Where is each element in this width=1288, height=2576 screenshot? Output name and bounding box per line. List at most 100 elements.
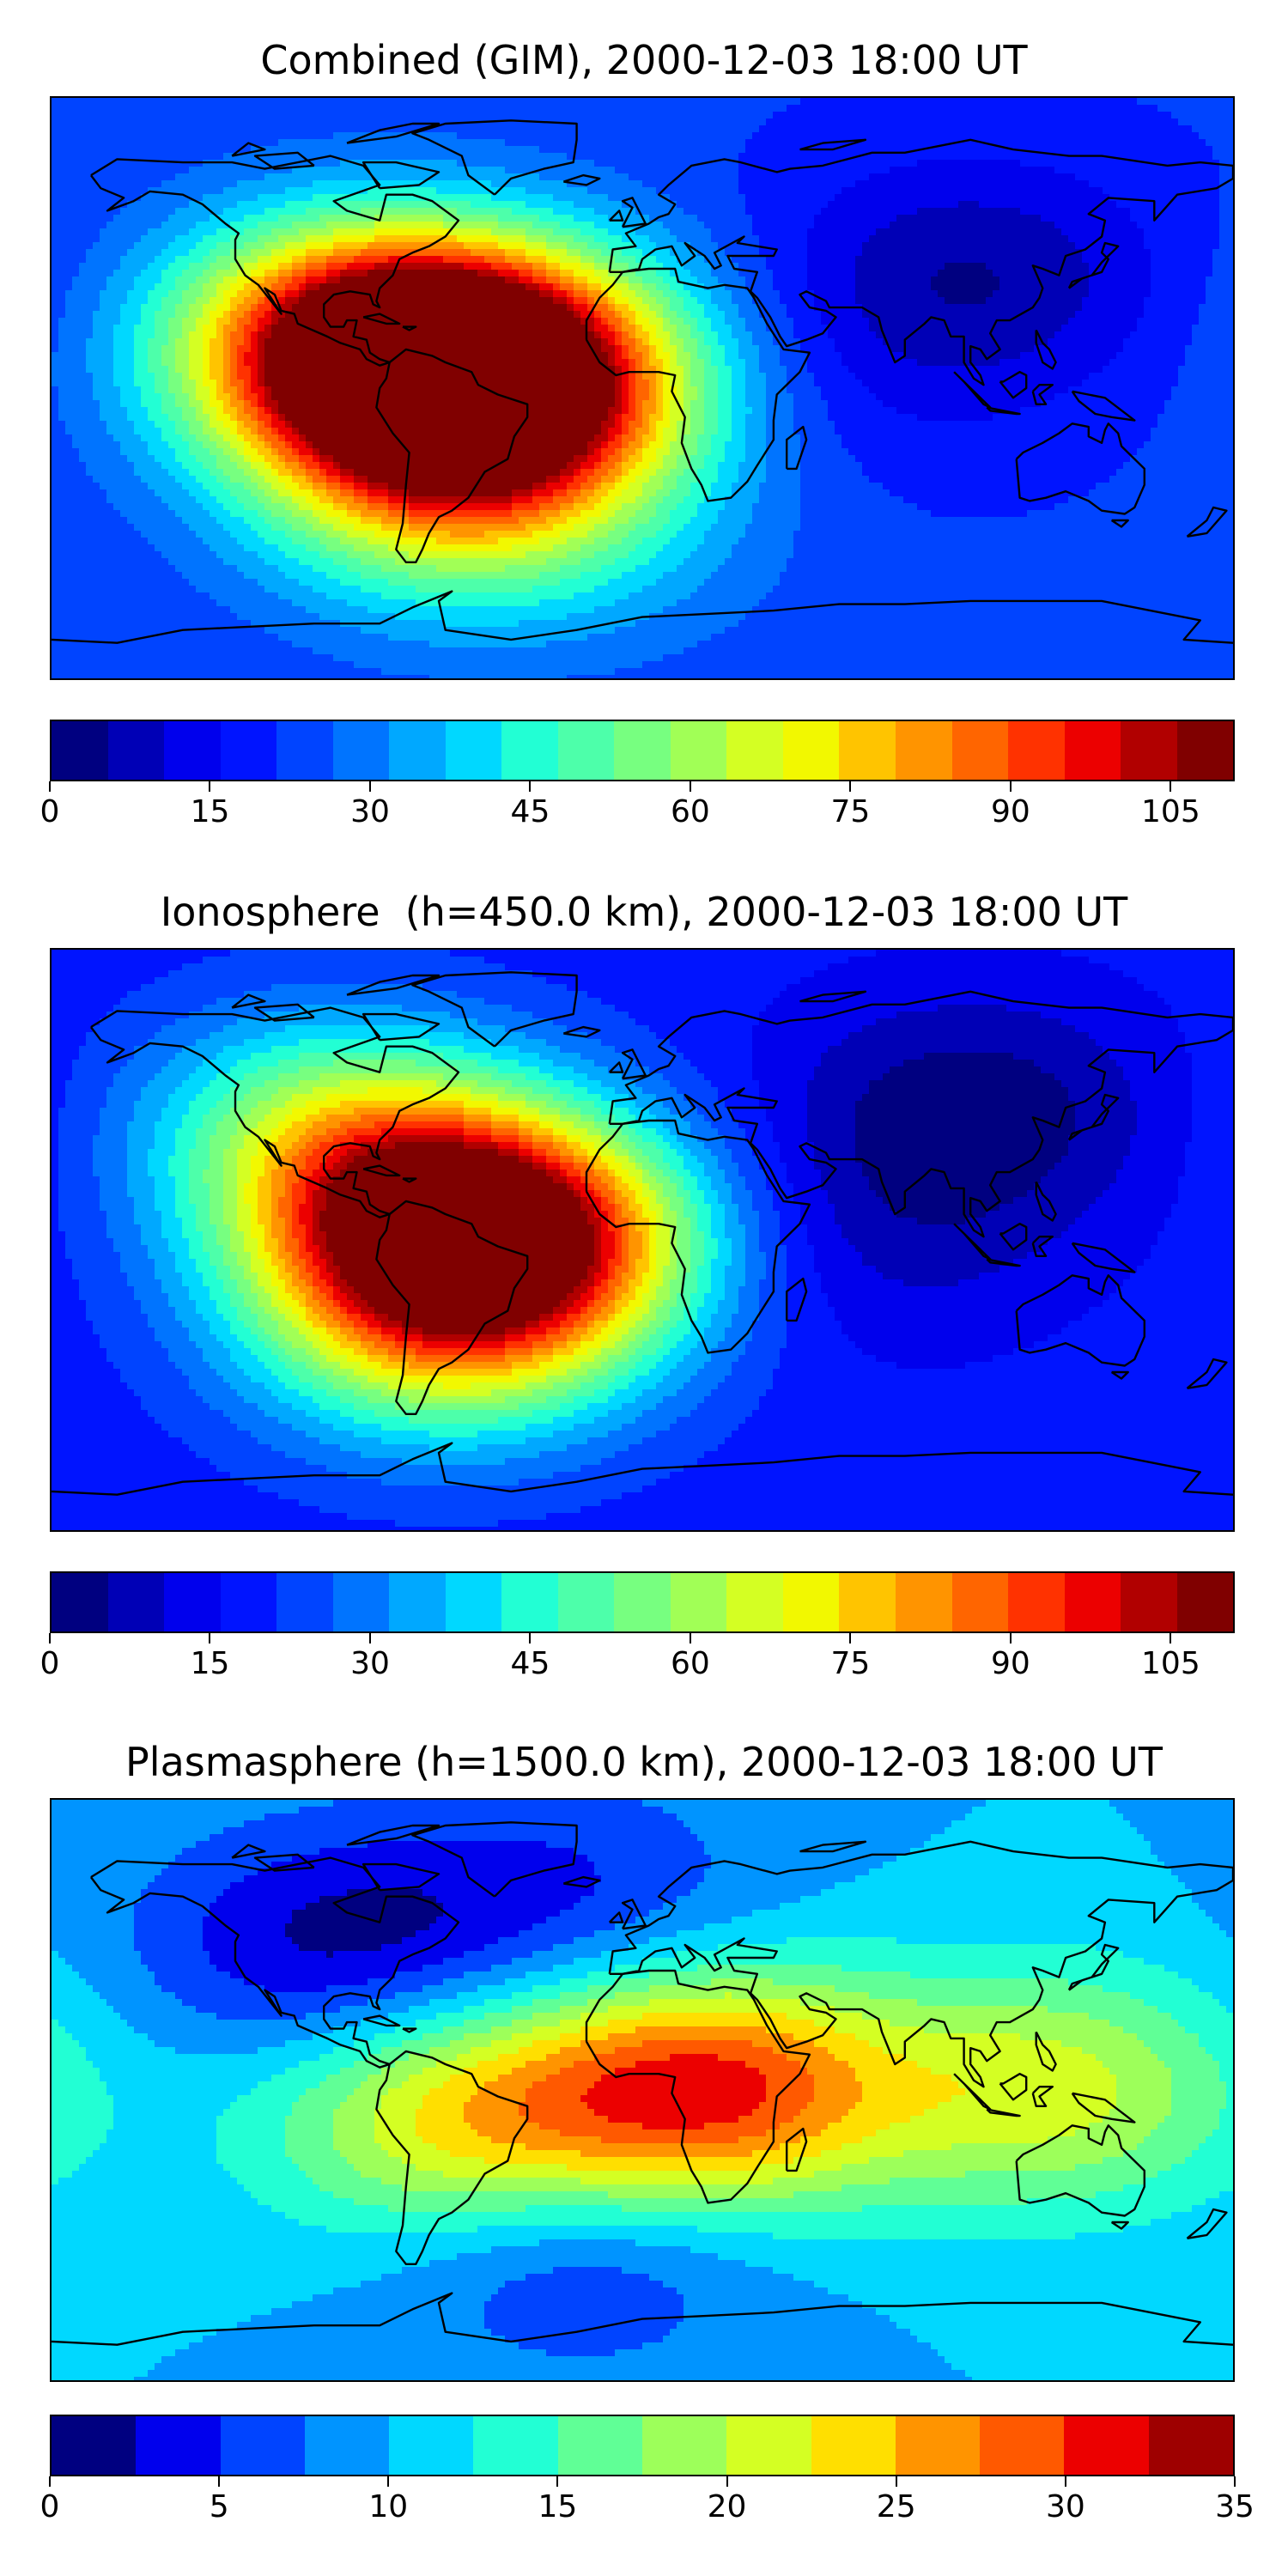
coastline — [1035, 2031, 1057, 2072]
colorbar-tick — [1009, 1633, 1012, 1643]
colorbar-segment — [670, 1573, 727, 1631]
colorbar-segment — [1121, 721, 1177, 780]
map-svg-ionosphere — [52, 950, 1233, 1530]
coastline — [585, 267, 811, 502]
colorbar-segment — [641, 2416, 727, 2475]
coastline — [953, 1223, 992, 1261]
colorbar-segment — [389, 2416, 474, 2475]
coastline — [52, 1442, 1233, 1496]
coastline — [253, 151, 315, 170]
map-svg-plasmasphere — [52, 1800, 1233, 2380]
colorbar-segment — [782, 1573, 840, 1631]
colorbar-tick-label: 0 — [40, 793, 60, 831]
coastline — [1035, 329, 1057, 370]
coastline — [1071, 2092, 1136, 2123]
coastline — [1067, 1093, 1120, 1141]
colorbar-segment — [1148, 2416, 1233, 2475]
colorbar-segment — [1121, 1573, 1177, 1631]
coastline — [1015, 1274, 1146, 1367]
chart-title-combined: Combined (GIM), 2000-12-03 18:00 UT — [0, 34, 1288, 86]
colorbar-tick-label: 105 — [1141, 793, 1200, 831]
coastline-layer — [52, 971, 1233, 1496]
coastline — [1067, 1943, 1120, 1991]
colorbar-tick-label: 105 — [1141, 1645, 1200, 1683]
colorbar-segment — [895, 721, 952, 780]
coastline — [608, 1911, 624, 1923]
coastline — [1071, 390, 1136, 422]
map-ionosphere — [50, 948, 1235, 1532]
coastline — [786, 2127, 808, 2172]
coastline — [953, 2073, 992, 2111]
colorbar-tick-label: 90 — [991, 1645, 1030, 1683]
coastline — [953, 371, 992, 409]
colorbar-tick — [556, 2476, 559, 2487]
coastline — [361, 1862, 440, 1892]
coastline — [999, 371, 1028, 399]
coastline — [799, 990, 867, 1003]
colorbar-tick-label: 5 — [210, 2488, 229, 2526]
colorbar-tick — [387, 2476, 390, 2487]
coastline — [608, 1840, 1233, 2088]
colorbar-segment — [1176, 1573, 1233, 1631]
coastline — [799, 1840, 867, 1853]
coastline — [1071, 1242, 1136, 1273]
coastline — [999, 1223, 1028, 1251]
coastline — [375, 348, 529, 563]
colorbar-ticks-combined: 0 15 30 45 60 75 90 105 — [40, 781, 1235, 833]
colorbar-tick — [689, 781, 691, 792]
coastline — [89, 1006, 460, 1218]
colorbar-tick — [529, 781, 532, 792]
coastline — [986, 1258, 1021, 1267]
coastline — [362, 2014, 401, 2027]
colorbar-segment — [980, 2416, 1065, 2475]
coastline — [231, 142, 266, 157]
colorbar-segment — [445, 1573, 502, 1631]
colorbar-tick-label: 60 — [671, 1645, 710, 1683]
colorbar-segment — [895, 1573, 952, 1631]
coastline — [362, 313, 401, 325]
colorbar-tick — [849, 781, 852, 792]
colorbar-tick — [209, 1633, 211, 1643]
colorbar-segment — [501, 721, 558, 780]
coastline — [89, 1856, 460, 2069]
coastline — [608, 138, 1233, 386]
chart-title-plasmasphere: Plasmasphere (h=1500.0 km), 2000-12-03 1… — [0, 1736, 1288, 1788]
colorbar-tick-label: 0 — [40, 2488, 60, 2526]
colorbar-tick — [368, 1633, 371, 1643]
colorbar-tick — [1170, 781, 1172, 792]
colorbar-segment — [304, 2416, 390, 2475]
colorbar-segment — [895, 2416, 981, 2475]
coastline — [1186, 1358, 1228, 1389]
coastline — [411, 971, 578, 1048]
coastline — [1015, 2124, 1146, 2217]
colorbar-tick-label: 30 — [350, 793, 390, 831]
map-combined — [50, 96, 1235, 680]
colorbar-tick — [49, 1633, 51, 1643]
chart-title-ionosphere: Ionosphere (h=450.0 km), 2000-12-03 18:0… — [0, 886, 1288, 938]
colorbar-tick-label: 15 — [191, 793, 230, 831]
colorbar-segment — [332, 1573, 390, 1631]
colorbar-segment — [107, 721, 165, 780]
coastline-layer — [52, 1821, 1233, 2346]
colorbar-tick-label: 30 — [350, 1645, 390, 1683]
colorbar-tick-label: 25 — [877, 2488, 916, 2526]
map-plasmasphere — [50, 1798, 1235, 2382]
coastline — [402, 2027, 417, 2033]
colorbar-tick — [849, 1633, 852, 1643]
coastline-layer — [52, 119, 1233, 644]
colorbar-segment — [501, 1573, 558, 1631]
colorbar-segment — [52, 1573, 108, 1631]
colorbar-ticks-plasmasphere: 0 5 10 15 20 25 30 35 — [40, 2476, 1255, 2528]
colorbar-segment — [557, 721, 615, 780]
colorbar-segment — [220, 2416, 305, 2475]
colorbar-segment — [782, 721, 840, 780]
coastline — [1110, 2221, 1129, 2230]
colorbar-segment — [473, 2416, 558, 2475]
colorbar-segment — [1064, 721, 1121, 780]
colorbar-segment — [52, 721, 108, 780]
colorbar-segment — [951, 721, 1009, 780]
coastline — [52, 2292, 1233, 2346]
colorbar-segment — [1176, 721, 1233, 780]
colorbar-segment — [614, 1573, 671, 1631]
colorbar-segment — [1008, 721, 1065, 780]
